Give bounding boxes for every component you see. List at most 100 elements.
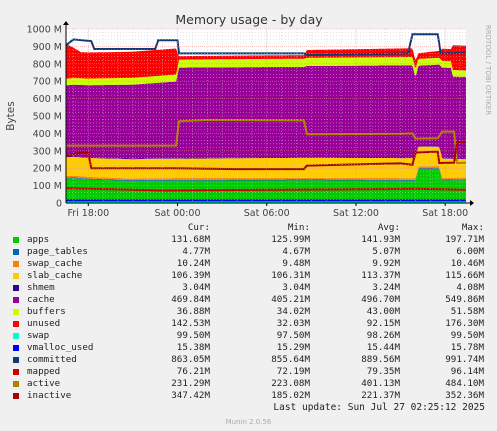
legend-row-swap: swap 99.50M 97.50M 98.26M 99.50M <box>12 330 488 342</box>
legend-name: inactive <box>27 390 72 401</box>
legend-max: 6.00M <box>456 246 484 257</box>
axes: 0 100 M 200 M 300 M 400 M 500 M 600 M 700 M 800 … <box>27 21 474 219</box>
legend-max: 99.50M <box>450 330 484 341</box>
legend-avg: 98.26M <box>366 330 400 341</box>
legend-max: 991.74M <box>445 354 484 365</box>
legend-cur: 4.77M <box>182 246 210 257</box>
legend-row-cache: cache 469.84M 405.21M 496.70M 549.86M <box>12 294 488 306</box>
legend-swatch <box>13 321 19 327</box>
legend-avg: 113.37M <box>361 270 400 281</box>
y-tick-label: 1000 M <box>27 25 62 36</box>
legend-max: 4.08M <box>456 282 484 293</box>
chart-title: Memory usage - by day <box>175 12 323 27</box>
legend-rows: apps 131.68M 125.99M 141.93M 197.71M page_tab… <box>12 234 488 402</box>
legend-name: committed <box>27 354 77 365</box>
legend-swatch <box>13 333 19 339</box>
legend-min: 106.31M <box>271 270 310 281</box>
x-tick-label: Sat 18:00 <box>422 208 468 219</box>
legend-name: slab_cache <box>27 270 83 281</box>
legend-cur: 469.84M <box>171 294 210 305</box>
legend-swatch <box>13 273 19 279</box>
legend-name: mapped <box>27 366 61 377</box>
legend-min: 405.21M <box>271 294 310 305</box>
memory-chart: Memory usage - by day Bytes RRDTOOL / TO… <box>5 12 492 219</box>
legend-swatch <box>13 309 19 315</box>
legend-header-cur: Cur: <box>187 222 210 233</box>
legend-min: 185.02M <box>271 390 310 401</box>
last-update: Last update: Sun Jul 27 02:25:12 2025 <box>273 402 485 413</box>
legend-cur: 10.24M <box>176 258 210 269</box>
legend-max: 176.30M <box>445 318 484 329</box>
legend-row-swap-cache: swap_cache 10.24M 9.48M 9.92M 10.46M <box>12 258 488 270</box>
legend-name: swap <box>27 330 50 341</box>
legend-row-vmalloc-used: vmalloc_used 15.38M 15.29M 15.44M 15.78M <box>12 342 488 354</box>
legend-header-avg: Avg: <box>377 222 400 233</box>
legend-cur: 36.88M <box>176 306 210 317</box>
y-tick-label: 0 <box>56 199 62 210</box>
legend-max: 10.46M <box>450 258 484 269</box>
legend-name: buffers <box>27 306 66 317</box>
legend-cur: 131.68M <box>171 234 210 245</box>
legend-cur: 15.38M <box>176 342 210 353</box>
y-tick-label: 400 M <box>33 129 62 140</box>
legend-row-unused: unused 142.53M 32.03M 92.15M 176.30M <box>12 318 488 330</box>
legend-swatch <box>13 249 19 255</box>
legend-avg: 43.00M <box>366 306 400 317</box>
legend-min: 4.67M <box>282 246 310 257</box>
legend-name: unused <box>27 318 61 329</box>
legend-name: cache <box>27 294 55 305</box>
legend-cur: 3.04M <box>182 282 210 293</box>
y-axis-arrow <box>63 21 69 25</box>
x-tick-label: Sat 06:00 <box>244 208 290 219</box>
rrdtool-credit: RRDTOOL / TOBI OETIKER <box>484 25 492 115</box>
y-axis-label: Bytes <box>5 101 17 130</box>
legend-cur: 347.42M <box>171 390 210 401</box>
legend-header: Cur: Min: Avg: Max: <box>12 222 488 234</box>
legend-cur: 106.39M <box>171 270 210 281</box>
x-tick-label: Sat 12:00 <box>333 208 379 219</box>
line-inactive <box>65 141 467 171</box>
legend-swatch <box>13 297 19 303</box>
area-slab-cache <box>66 146 466 179</box>
munin-version: Munin 2.0.56 <box>225 418 272 426</box>
legend-name: apps <box>27 234 50 245</box>
y-tick-label: 600 M <box>33 94 62 105</box>
legend-header-min: Min: <box>287 222 310 233</box>
legend-cur: 99.50M <box>176 330 210 341</box>
grid <box>66 28 466 204</box>
legend-swatch <box>13 369 19 375</box>
stacked-areas <box>66 43 466 203</box>
legend-row-mapped: mapped 76.21M 72.19M 79.35M 96.14M <box>12 366 488 378</box>
legend-row-apps: apps 131.68M 125.99M 141.93M 197.71M <box>12 234 488 246</box>
legend-avg: 3.24M <box>372 282 400 293</box>
y-tick-label: 300 M <box>33 146 62 157</box>
x-axis-arrow <box>470 200 474 206</box>
legend-avg: 401.13M <box>361 378 400 389</box>
legend-cur: 231.29M <box>171 378 210 389</box>
legend-min: 223.08M <box>271 378 310 389</box>
legend-avg: 92.15M <box>366 318 400 329</box>
line-active <box>66 118 467 164</box>
legend-avg: 141.93M <box>361 234 400 245</box>
legend-swatch <box>13 237 19 243</box>
legend-row-shmem: shmem 3.04M 3.04M 3.24M 4.08M <box>12 282 488 294</box>
legend-min: 3.04M <box>282 282 310 293</box>
area-buffers <box>66 57 466 86</box>
legend-min: 125.99M <box>271 234 310 245</box>
x-tick-label: Sat 00:00 <box>155 208 201 219</box>
legend-cur: 863.05M <box>171 354 210 365</box>
legend-row-page-tables: page_tables 4.77M 4.67M 5.07M 6.00M <box>12 246 488 258</box>
y-tick-label: 700 M <box>33 77 62 88</box>
legend-name: swap_cache <box>27 258 83 269</box>
legend-row-inactive: inactive 347.42M 185.02M 221.37M 352.36M <box>12 390 488 402</box>
y-tick-label: 500 M <box>33 112 62 123</box>
legend-avg: 79.35M <box>366 366 400 377</box>
legend-avg: 221.37M <box>361 390 400 401</box>
legend-swatch <box>13 345 19 351</box>
legend-max: 15.78M <box>450 342 484 353</box>
legend-avg: 9.92M <box>372 258 400 269</box>
x-tick-label: Fri 18:00 <box>67 208 109 219</box>
y-tick-label: 100 M <box>33 181 62 192</box>
legend-max: 51.58M <box>450 306 484 317</box>
legend-name: page_tables <box>27 246 88 257</box>
